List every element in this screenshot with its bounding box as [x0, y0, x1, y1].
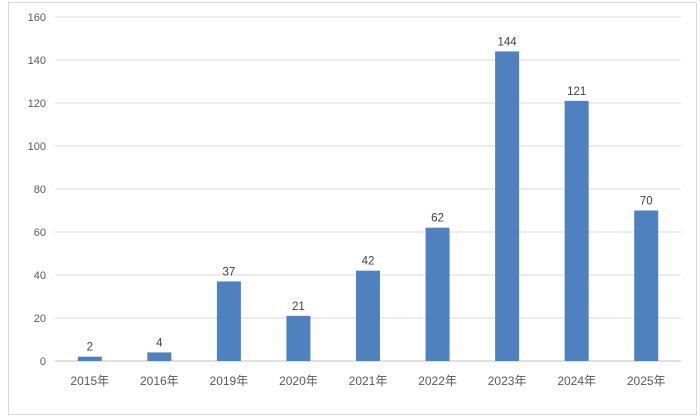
bar-value-label: 144 — [498, 36, 518, 48]
x-axis-tick-label: 2025年 — [627, 374, 666, 388]
bar-value-label: 70 — [640, 196, 653, 208]
bar — [634, 210, 659, 361]
bar-value-label: 4 — [156, 337, 163, 349]
y-axis-tick-label: 40 — [34, 270, 46, 282]
x-axis-tick-label: 2020年 — [279, 374, 318, 388]
bar — [564, 100, 589, 361]
x-axis-tick-label: 2021年 — [349, 374, 388, 388]
bar-value-label: 2 — [87, 342, 93, 354]
x-axis-tick-label: 2022年 — [418, 374, 457, 388]
bar — [77, 356, 102, 361]
bar-value-label: 121 — [567, 86, 586, 98]
bar-value-label: 37 — [222, 266, 235, 278]
x-axis-tick-label: 2015年 — [70, 374, 109, 388]
y-axis-tick-label: 0 — [40, 356, 46, 368]
bar — [425, 227, 450, 361]
y-axis-tick-label: 140 — [28, 55, 46, 67]
bar-value-label: 62 — [431, 213, 444, 225]
x-axis-tick-label: 2023年 — [488, 374, 527, 388]
bar-value-label: 42 — [362, 256, 375, 268]
x-axis-tick-label: 2016年 — [140, 374, 179, 388]
y-axis-tick-label: 20 — [34, 313, 46, 325]
bar — [216, 281, 241, 361]
y-axis-tick-label: 60 — [34, 227, 46, 239]
bar — [495, 51, 520, 362]
y-axis-tick-label: 160 — [28, 12, 46, 24]
x-axis-tick-label: 2024年 — [557, 374, 596, 388]
bar — [147, 352, 172, 361]
bar — [286, 315, 311, 361]
x-axis-tick-label: 2019年 — [210, 374, 249, 388]
y-axis-tick-label: 80 — [34, 184, 46, 196]
y-axis-tick-label: 100 — [28, 141, 46, 153]
bar-value-label: 21 — [292, 301, 305, 313]
y-axis-tick-label: 120 — [28, 98, 46, 110]
bar — [356, 270, 380, 361]
